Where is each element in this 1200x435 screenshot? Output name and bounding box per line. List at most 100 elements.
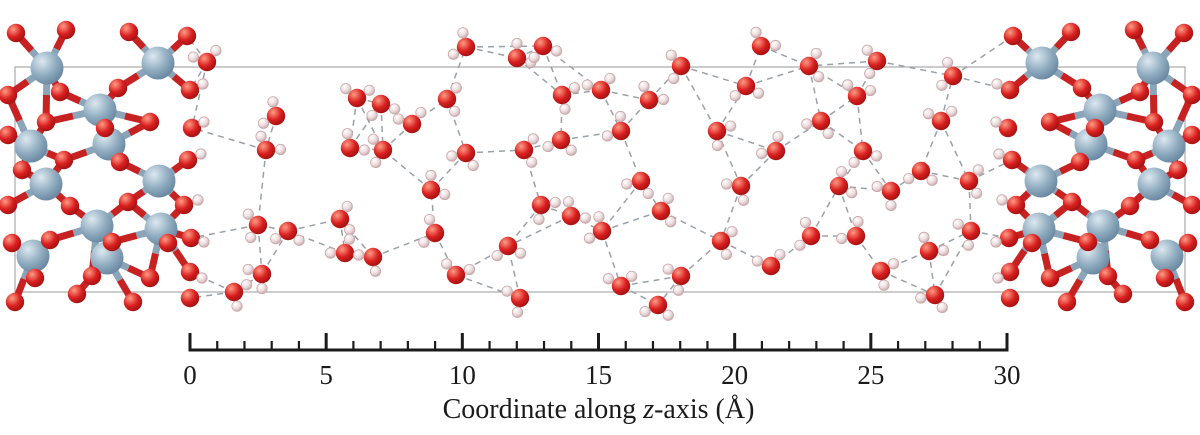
hydrogen-bond <box>465 45 544 48</box>
hydrogen-atom <box>450 82 462 94</box>
hydrogen-atom <box>358 144 370 156</box>
hydrogen-atom <box>425 169 437 182</box>
oxygen-atom <box>1174 23 1194 43</box>
hydrogen-atom <box>527 133 539 145</box>
oxygen-atom <box>60 196 80 216</box>
hydrogen-bond <box>716 130 777 152</box>
metal-atom <box>1086 209 1120 243</box>
hydrogen-atom <box>990 116 1002 128</box>
hydrogen-atom <box>423 213 436 226</box>
hydrogen-atom <box>769 39 782 52</box>
hydrogen-bond <box>339 218 374 258</box>
hydrogen-atom <box>340 83 352 95</box>
hydrogen-atom <box>270 233 282 245</box>
water-oxygen-atom <box>510 288 530 308</box>
water-oxygen-atom <box>437 89 457 109</box>
hydrogen-atom <box>449 105 461 117</box>
oxygen-atom <box>999 228 1019 248</box>
hydrogen-bond <box>191 61 208 129</box>
hydrogen-atom <box>668 72 680 85</box>
oxygen-atom <box>180 288 200 308</box>
hydrogen-bond <box>600 89 650 101</box>
oxygen-atom <box>140 268 160 288</box>
water-oxygen-atom <box>919 241 939 261</box>
oxygen-atom <box>158 233 178 253</box>
water-oxygen-atom <box>853 141 873 161</box>
metal-atom <box>1025 46 1059 80</box>
hydrogen-atom <box>672 284 685 296</box>
hydrogen-atom <box>367 133 379 145</box>
oxygen-atom <box>82 266 102 286</box>
hydrogen-bond <box>680 65 718 132</box>
hydrogen-bond <box>808 65 822 122</box>
hydrogen-bond <box>876 60 954 77</box>
hydrogen-bond <box>862 150 892 192</box>
oxygen-atom <box>1062 192 1082 212</box>
axis-title: Coordinate along z-axis (Å) <box>443 394 755 425</box>
water-oxygen-atom <box>751 36 771 56</box>
hydrogen-bond <box>770 235 812 267</box>
hydrogen-atom <box>341 128 354 140</box>
oxygen-atom <box>50 82 70 102</box>
hydrogen-atom <box>549 196 561 209</box>
hydrogen-atom <box>801 118 813 130</box>
hydrogen-atom <box>257 117 270 129</box>
hydrogen-atom <box>562 196 575 208</box>
atom-layer <box>0 20 1200 321</box>
hydrogen-atom <box>657 93 670 106</box>
hydrogen-atom <box>794 239 806 251</box>
water-oxygen-atom <box>671 56 691 76</box>
hydrogen-atom <box>721 178 733 190</box>
hydrogen-atom <box>941 56 954 69</box>
water-oxygen-atom <box>829 176 849 196</box>
hydrogen-atom <box>737 194 750 206</box>
hydrogen-atom <box>526 156 538 168</box>
oxygen-atom <box>180 262 200 282</box>
water-oxygen-atom <box>648 295 668 315</box>
hydrogen-atom <box>565 144 577 156</box>
hydrogen-atom <box>344 224 356 236</box>
hydrogen-atom <box>614 110 627 123</box>
water-oxygen-atom <box>373 140 393 160</box>
water-oxygen-atom <box>761 256 781 276</box>
hydrogen-bond <box>760 45 810 67</box>
hydrogen-atom <box>601 130 613 142</box>
water-oxygen-atom <box>611 121 631 141</box>
hydrogen-atom <box>255 130 267 142</box>
water-oxygen-atom <box>498 236 518 256</box>
oxygen-atom <box>118 192 138 212</box>
hydrogen-atom <box>528 51 540 64</box>
oxygen-atom <box>1182 195 1200 215</box>
hydrogen-atom <box>936 79 948 91</box>
hydrogen-atom <box>937 244 950 257</box>
hydrogen-atom <box>752 87 765 99</box>
water-oxygen-atom <box>197 52 217 72</box>
hydrogen-atom <box>446 150 458 162</box>
hydrogen-atom <box>240 279 253 291</box>
hydrogen-bond <box>820 120 864 152</box>
hydrogen-atom <box>514 247 527 259</box>
hydrogen-atom <box>551 45 563 57</box>
hydrogen-bond <box>446 46 467 100</box>
hydrogen-atom <box>392 113 404 125</box>
hydrogen-atom <box>581 79 593 91</box>
metal-atom <box>16 239 50 273</box>
water-oxygen-atom <box>925 285 945 305</box>
hydrogen-atom <box>210 44 222 57</box>
oxygen-atom <box>1175 292 1195 312</box>
hydrogen-atom <box>720 248 733 261</box>
hydrogen-atom <box>341 200 353 213</box>
water-oxygen-atom <box>631 171 651 191</box>
hydrogen-bond <box>680 65 747 87</box>
water-oxygen-atom <box>811 111 831 131</box>
oxygen-atom <box>1140 230 1160 250</box>
oxygen-atom <box>56 20 76 40</box>
hydrogen-atom <box>852 216 864 228</box>
hydrogen-atom <box>813 71 825 83</box>
hydrogen-atom <box>604 72 616 85</box>
water-oxygen-atom <box>639 90 659 110</box>
oxygen-atom <box>1000 80 1020 100</box>
oxygen-atom <box>1178 233 1198 253</box>
metal-atom <box>1150 239 1184 273</box>
hydrogen-atom <box>946 105 958 117</box>
